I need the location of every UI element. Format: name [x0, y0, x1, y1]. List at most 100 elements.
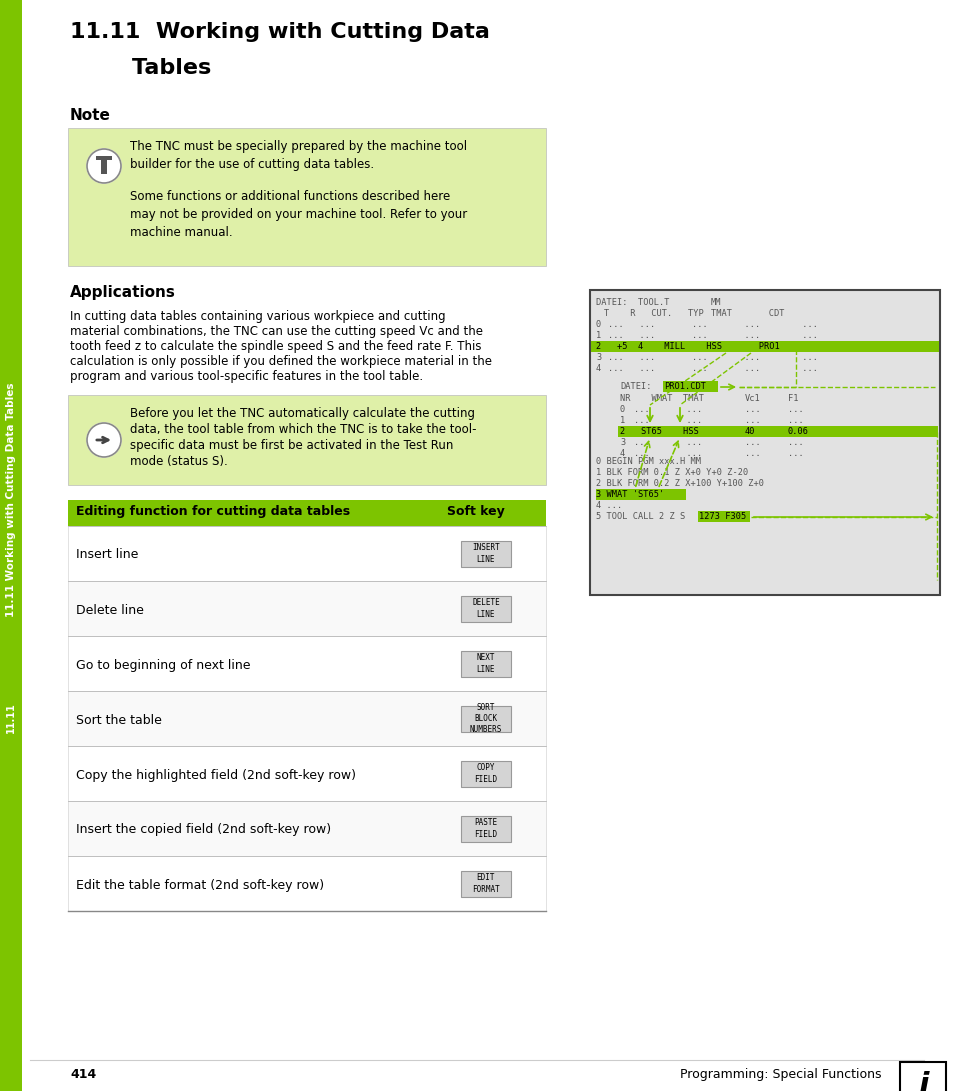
Text: ...   ...       ...       ...        ...: ... ... ... ... ...: [607, 331, 817, 340]
Bar: [460, 596, 511, 622]
Text: TMAT       CDT: TMAT CDT: [710, 309, 783, 317]
Bar: [596, 489, 685, 500]
Text: NEXT
LINE: NEXT LINE: [476, 654, 495, 673]
Text: 3: 3: [596, 353, 600, 362]
Text: 3: 3: [619, 437, 624, 447]
Text: 2   ST65    HSS: 2 ST65 HSS: [619, 427, 698, 436]
Text: ...: ...: [787, 449, 803, 458]
Text: 11.11 Working with Cutting Data Tables: 11.11 Working with Cutting Data Tables: [6, 383, 16, 618]
Text: 4 ...: 4 ...: [596, 501, 621, 509]
Text: 2   +5  4    MILL    HSS       PRO1: 2 +5 4 MILL HSS PRO1: [596, 341, 779, 351]
Text: 4: 4: [596, 364, 600, 373]
Text: program and various tool-specific features in the tool table.: program and various tool-specific featur…: [70, 370, 423, 383]
Text: Editing function for cutting data tables: Editing function for cutting data tables: [76, 505, 350, 518]
Text: MM: MM: [710, 298, 720, 307]
Text: 11.11: 11.11: [6, 703, 16, 733]
Text: material combinations, the TNC can use the cutting speed Vᴄ and the: material combinations, the TNC can use t…: [70, 325, 482, 338]
Text: 1: 1: [596, 331, 600, 340]
Bar: [96, 156, 112, 160]
Bar: [460, 760, 511, 787]
Circle shape: [87, 149, 121, 183]
Text: Some functions or additional functions described here
may not be provided on you: Some functions or additional functions d…: [130, 190, 467, 239]
Text: 4: 4: [619, 449, 624, 458]
Text: ...   ...       ...       ...        ...: ... ... ... ... ...: [607, 364, 817, 373]
Text: data, the tool table from which the TNC is to take the tool-: data, the tool table from which the TNC …: [130, 423, 476, 436]
Bar: [68, 746, 545, 801]
Text: Applications: Applications: [70, 285, 175, 300]
Text: ...   ...       ...       ...        ...: ... ... ... ... ...: [607, 320, 817, 329]
Bar: [68, 856, 545, 911]
Bar: [0, 680, 22, 755]
Text: ...       ...: ... ...: [634, 449, 701, 458]
Text: ...       ...: ... ...: [634, 405, 701, 413]
Text: F1: F1: [787, 394, 798, 403]
Bar: [460, 706, 511, 731]
Text: ...: ...: [787, 405, 803, 413]
Text: tooth feed z to calculate the spindle speed S and the feed rate F. This: tooth feed z to calculate the spindle sp…: [70, 340, 481, 353]
Text: 11.11  Working with Cutting Data: 11.11 Working with Cutting Data: [70, 22, 489, 41]
Bar: [899, 1062, 945, 1091]
Text: Copy the highlighted field (2nd soft-key row): Copy the highlighted field (2nd soft-key…: [76, 768, 355, 781]
Bar: [68, 526, 545, 582]
Text: 1273 F305: 1273 F305: [699, 512, 745, 521]
Text: ...: ...: [787, 416, 803, 425]
Text: Note: Note: [70, 108, 111, 123]
Bar: [68, 128, 545, 266]
Text: i: i: [917, 1070, 927, 1091]
Text: Sort the table: Sort the table: [76, 714, 162, 727]
Text: 0.06: 0.06: [787, 427, 808, 436]
Text: Programming: Special Functions: Programming: Special Functions: [679, 1068, 881, 1081]
Text: Tables: Tables: [70, 58, 211, 77]
Text: The TNC must be specially prepared by the machine tool
builder for the use of cu: The TNC must be specially prepared by th…: [130, 140, 467, 171]
Bar: [589, 290, 939, 595]
Text: 40: 40: [744, 427, 755, 436]
Text: 2 BLK FORM 0.2 Z X+100 Y+100 Z+0: 2 BLK FORM 0.2 Z X+100 Y+100 Z+0: [596, 479, 763, 488]
Bar: [68, 582, 545, 636]
Text: Vc1: Vc1: [744, 394, 760, 403]
Text: 5 TOOL CALL 2 Z S: 5 TOOL CALL 2 Z S: [596, 512, 684, 521]
Text: calculation is only possible if you defined the workpiece material in the: calculation is only possible if you defi…: [70, 355, 492, 368]
Text: Go to beginning of next line: Go to beginning of next line: [76, 659, 251, 671]
Bar: [460, 540, 511, 566]
Text: INSERT
LINE: INSERT LINE: [472, 543, 499, 564]
Text: Insert line: Insert line: [76, 549, 138, 562]
Text: ...: ...: [744, 437, 760, 447]
Text: Before you let the TNC automatically calculate the cutting: Before you let the TNC automatically cal…: [130, 407, 475, 420]
Text: DATEI:  TOOL.T: DATEI: TOOL.T: [596, 298, 669, 307]
Bar: [68, 691, 545, 746]
Text: PRO1.CDT: PRO1.CDT: [663, 382, 705, 391]
Text: 1 BLK FORM 0.1 Z X+0 Y+0 Z-20: 1 BLK FORM 0.1 Z X+0 Y+0 Z-20: [596, 468, 747, 477]
Text: Edit the table format (2nd soft-key row): Edit the table format (2nd soft-key row): [76, 878, 324, 891]
Bar: [662, 381, 718, 392]
Text: 1: 1: [619, 416, 624, 425]
Text: DATEI:: DATEI:: [619, 382, 651, 391]
Text: specific data must be first be activated in the Test Run: specific data must be first be activated…: [130, 439, 453, 452]
Bar: [0, 0, 22, 1091]
Bar: [68, 801, 545, 856]
Text: mode (status S).: mode (status S).: [130, 455, 228, 468]
Bar: [618, 425, 937, 437]
Bar: [101, 160, 107, 173]
Circle shape: [87, 423, 121, 457]
Text: DELETE
LINE: DELETE LINE: [472, 599, 499, 619]
Text: NR    WMAT  TMAT: NR WMAT TMAT: [619, 394, 703, 403]
Text: ...   ...       ...       ...        ...: ... ... ... ... ...: [607, 353, 817, 362]
Bar: [68, 500, 545, 526]
Text: T    R   CUT.   TYP: T R CUT. TYP: [603, 309, 703, 317]
Bar: [460, 815, 511, 841]
Bar: [68, 636, 545, 691]
Text: In cutting data tables containing various workpiece and cutting: In cutting data tables containing variou…: [70, 310, 445, 323]
Text: COPY
FIELD: COPY FIELD: [474, 764, 497, 783]
Bar: [460, 650, 511, 676]
Text: 3 WMAT 'ST65': 3 WMAT 'ST65': [596, 490, 663, 499]
Text: Insert the copied field (2nd soft-key row): Insert the copied field (2nd soft-key ro…: [76, 824, 331, 837]
Text: PASTE
FIELD: PASTE FIELD: [474, 818, 497, 839]
Text: SORT
BLOCK
NUMBERS: SORT BLOCK NUMBERS: [469, 703, 501, 734]
Bar: [460, 871, 511, 897]
Text: ...: ...: [744, 449, 760, 458]
Text: ...: ...: [744, 416, 760, 425]
Text: Soft key: Soft key: [447, 505, 504, 518]
Text: 0 BEGIN PGM xxx.H MM: 0 BEGIN PGM xxx.H MM: [596, 457, 700, 466]
Bar: [68, 395, 545, 485]
Text: EDIT
FORMAT: EDIT FORMAT: [472, 874, 499, 894]
